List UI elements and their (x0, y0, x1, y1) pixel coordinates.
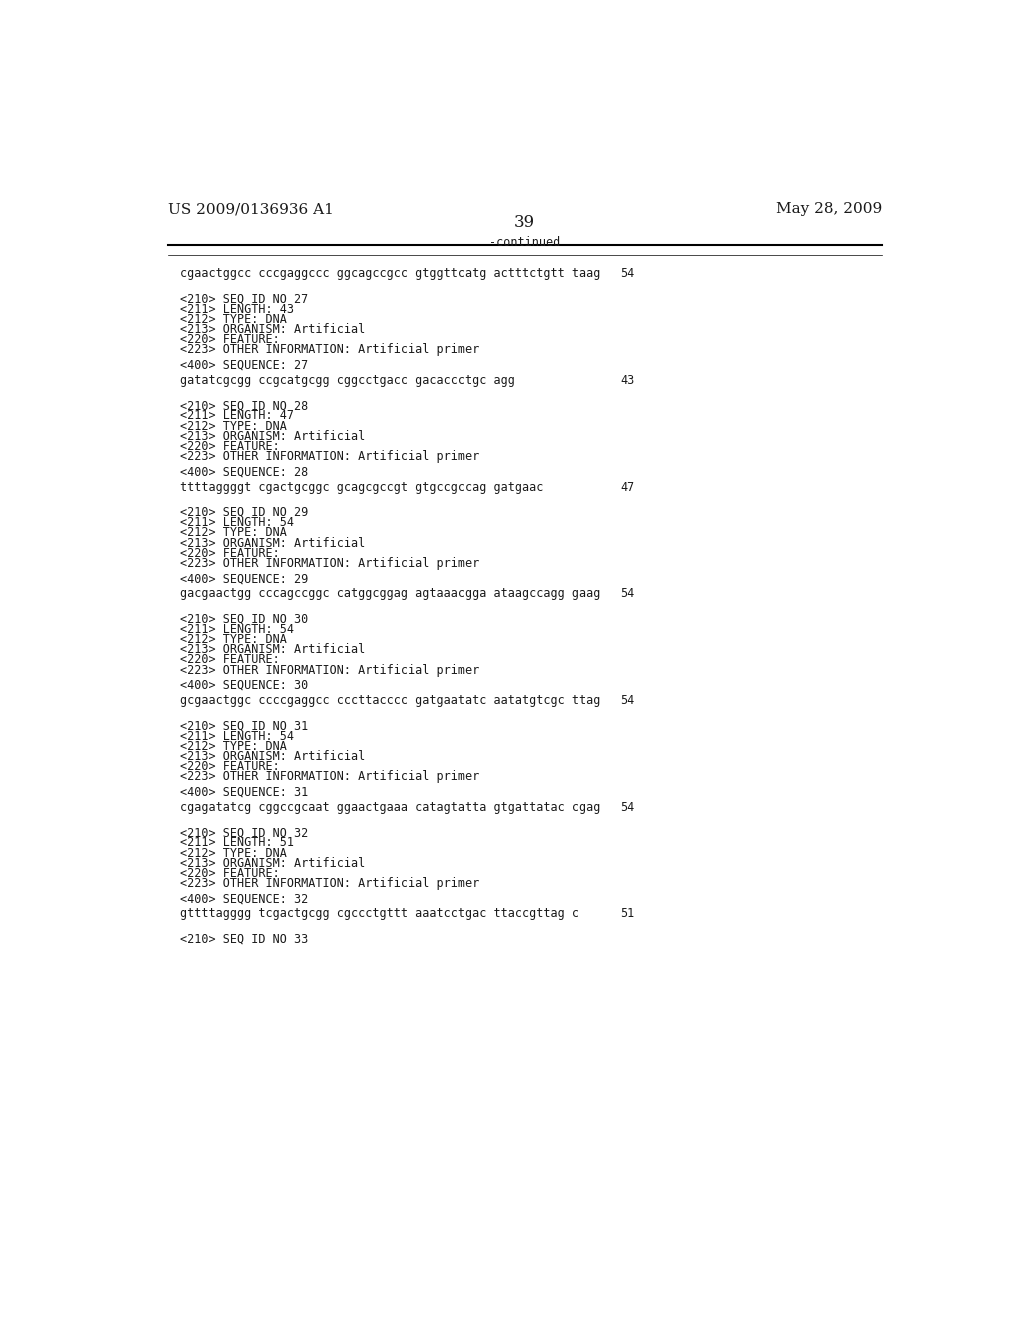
Text: <223> OTHER INFORMATION: Artificial primer: <223> OTHER INFORMATION: Artificial prim… (179, 343, 479, 356)
Text: gcgaactggc ccccgaggcc cccttacccc gatgaatatc aatatgtcgc ttag: gcgaactggc ccccgaggcc cccttacccc gatgaat… (179, 694, 600, 708)
Text: <213> ORGANISM: Artificial: <213> ORGANISM: Artificial (179, 643, 365, 656)
Text: 54: 54 (620, 587, 634, 601)
Text: <210> SEQ ID NO 27: <210> SEQ ID NO 27 (179, 293, 308, 305)
Text: <210> SEQ ID NO 30: <210> SEQ ID NO 30 (179, 612, 308, 626)
Text: <223> OTHER INFORMATION: Artificial primer: <223> OTHER INFORMATION: Artificial prim… (179, 664, 479, 677)
Text: gttttagggg tcgactgcgg cgccctgttt aaatcctgac ttaccgttag c: gttttagggg tcgactgcgg cgccctgttt aaatcct… (179, 907, 579, 920)
Text: <212> TYPE: DNA: <212> TYPE: DNA (179, 739, 287, 752)
Text: <400> SEQUENCE: 30: <400> SEQUENCE: 30 (179, 678, 308, 692)
Text: <211> LENGTH: 54: <211> LENGTH: 54 (179, 623, 294, 636)
Text: <212> TYPE: DNA: <212> TYPE: DNA (179, 527, 287, 540)
Text: <220> FEATURE:: <220> FEATURE: (179, 760, 280, 774)
Text: <211> LENGTH: 51: <211> LENGTH: 51 (179, 837, 294, 849)
Text: <223> OTHER INFORMATION: Artificial primer: <223> OTHER INFORMATION: Artificial prim… (179, 771, 479, 783)
Text: <400> SEQUENCE: 28: <400> SEQUENCE: 28 (179, 466, 308, 478)
Text: <212> TYPE: DNA: <212> TYPE: DNA (179, 420, 287, 433)
Text: <210> SEQ ID NO 33: <210> SEQ ID NO 33 (179, 933, 308, 946)
Text: <213> ORGANISM: Artificial: <213> ORGANISM: Artificial (179, 857, 365, 870)
Text: <212> TYPE: DNA: <212> TYPE: DNA (179, 313, 287, 326)
Text: cgaactggcc cccgaggccc ggcagccgcc gtggttcatg actttctgtt taag: cgaactggcc cccgaggccc ggcagccgcc gtggttc… (179, 267, 600, 280)
Text: <210> SEQ ID NO 28: <210> SEQ ID NO 28 (179, 399, 308, 412)
Text: 54: 54 (620, 801, 634, 813)
Text: <223> OTHER INFORMATION: Artificial primer: <223> OTHER INFORMATION: Artificial prim… (179, 557, 479, 570)
Text: <223> OTHER INFORMATION: Artificial primer: <223> OTHER INFORMATION: Artificial prim… (179, 450, 479, 463)
Text: 54: 54 (620, 694, 634, 708)
Text: 54: 54 (620, 267, 634, 280)
Text: 39: 39 (514, 214, 536, 231)
Text: US 2009/0136936 A1: US 2009/0136936 A1 (168, 202, 334, 216)
Text: <220> FEATURE:: <220> FEATURE: (179, 867, 280, 880)
Text: <213> ORGANISM: Artificial: <213> ORGANISM: Artificial (179, 430, 365, 442)
Text: <220> FEATURE:: <220> FEATURE: (179, 546, 280, 560)
Text: <213> ORGANISM: Artificial: <213> ORGANISM: Artificial (179, 536, 365, 549)
Text: 51: 51 (620, 907, 634, 920)
Text: gatatcgcgg ccgcatgcgg cggcctgacc gacaccctgc agg: gatatcgcgg ccgcatgcgg cggcctgacc gacaccc… (179, 374, 514, 387)
Text: <210> SEQ ID NO 32: <210> SEQ ID NO 32 (179, 826, 308, 840)
Text: <400> SEQUENCE: 27: <400> SEQUENCE: 27 (179, 359, 308, 372)
Text: <220> FEATURE:: <220> FEATURE: (179, 333, 280, 346)
Text: <220> FEATURE:: <220> FEATURE: (179, 653, 280, 667)
Text: <213> ORGANISM: Artificial: <213> ORGANISM: Artificial (179, 750, 365, 763)
Text: <211> LENGTH: 54: <211> LENGTH: 54 (179, 730, 294, 743)
Text: <400> SEQUENCE: 29: <400> SEQUENCE: 29 (179, 572, 308, 585)
Text: cgagatatcg cggccgcaat ggaactgaaa catagtatta gtgattatac cgag: cgagatatcg cggccgcaat ggaactgaaa catagta… (179, 801, 600, 813)
Text: -continued: -continued (489, 236, 560, 248)
Text: <220> FEATURE:: <220> FEATURE: (179, 440, 280, 453)
Text: <400> SEQUENCE: 32: <400> SEQUENCE: 32 (179, 892, 308, 906)
Text: <210> SEQ ID NO 31: <210> SEQ ID NO 31 (179, 719, 308, 733)
Text: <211> LENGTH: 47: <211> LENGTH: 47 (179, 409, 294, 422)
Text: <211> LENGTH: 43: <211> LENGTH: 43 (179, 302, 294, 315)
Text: ttttaggggt cgactgcggc gcagcgccgt gtgccgccag gatgaac: ttttaggggt cgactgcggc gcagcgccgt gtgccgc… (179, 480, 543, 494)
Text: <210> SEQ ID NO 29: <210> SEQ ID NO 29 (179, 506, 308, 519)
Text: <211> LENGTH: 54: <211> LENGTH: 54 (179, 516, 294, 529)
Text: <213> ORGANISM: Artificial: <213> ORGANISM: Artificial (179, 323, 365, 337)
Text: May 28, 2009: May 28, 2009 (775, 202, 882, 216)
Text: 43: 43 (620, 374, 634, 387)
Text: 47: 47 (620, 480, 634, 494)
Text: <212> TYPE: DNA: <212> TYPE: DNA (179, 846, 287, 859)
Text: <212> TYPE: DNA: <212> TYPE: DNA (179, 634, 287, 645)
Text: <400> SEQUENCE: 31: <400> SEQUENCE: 31 (179, 785, 308, 799)
Text: <223> OTHER INFORMATION: Artificial primer: <223> OTHER INFORMATION: Artificial prim… (179, 876, 479, 890)
Text: gacgaactgg cccagccggc catggcggag agtaaacgga ataagccagg gaag: gacgaactgg cccagccggc catggcggag agtaaac… (179, 587, 600, 601)
